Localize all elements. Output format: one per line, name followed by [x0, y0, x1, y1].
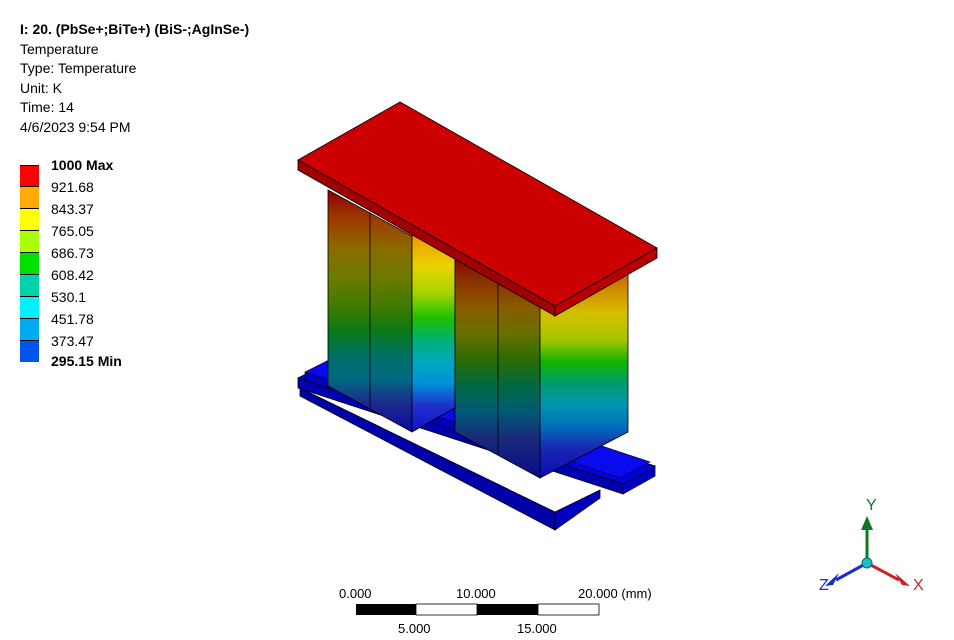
top-plate [297, 101, 658, 317]
legend-swatch-4 [20, 252, 39, 274]
result-info: I: 20. (PbSe+;BiTe+) (BiS-;AgInSe-) Temp… [20, 20, 249, 138]
scale-label: 15.000 [517, 621, 557, 636]
y-axis-label: Y [866, 497, 877, 514]
legend-label: 843.37 [51, 201, 94, 217]
result-title: I: 20. (PbSe+;BiTe+) (BiS-;AgInSe-) [20, 21, 250, 37]
scale-label: 5.000 [398, 621, 431, 636]
x-axis-icon [866, 561, 900, 582]
y-arrow-icon [861, 516, 873, 530]
right-leg [454, 257, 629, 479]
result-name: Temperature [20, 40, 99, 57]
legend-label: 451.78 [51, 311, 94, 327]
scale-segment [537, 603, 600, 616]
legend-swatch-5 [20, 274, 39, 296]
legend-label: 765.05 [51, 223, 94, 239]
z-arrow-icon [825, 573, 839, 586]
z-axis-icon [835, 561, 868, 582]
legend-swatch-6 [20, 296, 39, 318]
legend-swatch-7 [20, 318, 39, 340]
legend-label: 373.47 [51, 333, 94, 349]
coordinate-triad[interactable]: Y X Z [819, 497, 924, 594]
x-arrow-icon [895, 573, 910, 586]
legend-label-min: 295.15 Min [51, 353, 122, 369]
legend-swatch-1 [20, 186, 39, 208]
scale-label: 10.000 [456, 586, 496, 601]
legend-swatch-8 [20, 340, 39, 362]
result-timestamp: 4/6/2023 9:54 PM [20, 118, 131, 135]
left-leg [327, 189, 456, 433]
result-type: Type: Temperature [20, 60, 137, 77]
scale-bar: 0.000 10.000 20.000 (mm) 5.000 15.000 [339, 586, 652, 636]
result-time: Time: 14 [20, 99, 74, 116]
legend-swatch-3 [20, 230, 39, 252]
legend-swatch-0 [20, 165, 39, 187]
scale-segment [415, 603, 478, 616]
scale-label: 0.000 [339, 586, 372, 601]
legend-swatch-2 [20, 208, 39, 230]
legend-label: 530.1 [51, 289, 87, 305]
scale-label: 20.000 (mm) [578, 586, 652, 601]
x-axis-label: X [913, 577, 924, 594]
legend-label: 921.68 [51, 179, 94, 195]
z-axis-label: Z [819, 577, 829, 594]
legend-label: 686.73 [51, 245, 94, 261]
scale-segment [477, 604, 538, 615]
legend-label-max: 1000 Max [51, 157, 114, 173]
result-unit: Unit: K [20, 79, 63, 96]
triad-origin-icon [861, 557, 873, 569]
legend-label: 608.42 [51, 267, 94, 283]
scale-segment [356, 604, 416, 615]
